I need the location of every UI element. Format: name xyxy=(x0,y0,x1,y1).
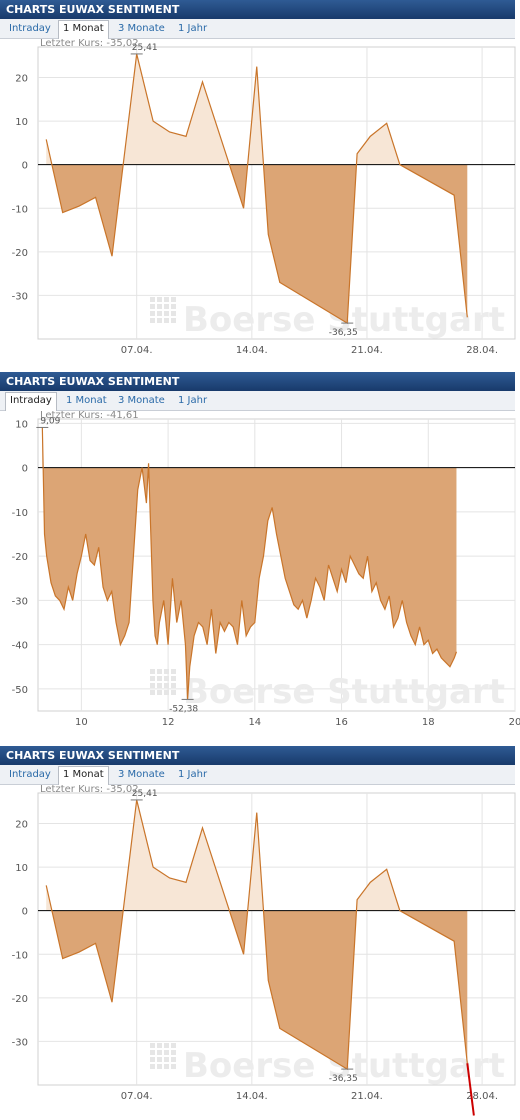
x-tick-label: 20 xyxy=(509,717,520,728)
min-label: -36,35 xyxy=(329,1074,358,1084)
series-line xyxy=(41,427,458,700)
min-label: -36,35 xyxy=(329,328,358,338)
sentiment-panel-1: CHARTS EUWAX SENTIMENT Intraday 1 Monat … xyxy=(0,0,520,372)
y-tick-label: -30 xyxy=(12,596,28,607)
area-negative xyxy=(148,467,457,700)
max-label: 25,41 xyxy=(132,789,158,799)
x-tick-label: 28.04. xyxy=(466,345,498,356)
panel-header: CHARTS EUWAX SENTIMENT xyxy=(0,746,515,765)
y-tick-label: 20 xyxy=(15,820,28,831)
y-tick-label: 20 xyxy=(15,74,28,85)
sentiment-panel-3: CHARTS EUWAX SENTIMENT Intraday 1 Monat … xyxy=(0,746,520,1120)
last-price-label: Letzter Kurs: -35,02 xyxy=(40,39,139,49)
tab-1-jahr[interactable]: 1 Jahr xyxy=(178,23,208,34)
series-line xyxy=(45,53,468,325)
y-tick-label: 10 xyxy=(15,863,28,874)
y-tick-label: -30 xyxy=(12,1037,28,1048)
chart-1: 20 10 0 -10 -20 -30 07.04. 14.04. 21.04. 28.04. Bo… xyxy=(0,39,520,372)
panel-header: CHARTS EUWAX SENTIMENT xyxy=(0,372,515,391)
y-tick-label: 10 xyxy=(15,117,28,128)
area-negative xyxy=(51,910,124,1003)
area-negative xyxy=(399,910,468,1064)
tab-intraday[interactable]: Intraday xyxy=(9,769,51,780)
y-tick-label: -10 xyxy=(12,508,28,519)
y-tick-label: -20 xyxy=(12,552,28,563)
tab-1-monat[interactable]: 1 Monat xyxy=(58,766,109,785)
y-tick-label: -20 xyxy=(12,248,28,259)
x-tick-label: 07.04. xyxy=(121,1091,153,1102)
min-label: -52,38 xyxy=(169,704,198,714)
tab-1-jahr[interactable]: 1 Jahr xyxy=(178,769,208,780)
area-positive xyxy=(247,66,264,165)
y-tick-label: -10 xyxy=(12,950,28,961)
y-tick-label: 0 xyxy=(22,907,28,918)
x-tick-label: 28.04. xyxy=(466,1091,498,1102)
tab-1-jahr[interactable]: 1 Jahr xyxy=(178,395,208,406)
tab-bar: Intraday 1 Monat 3 Monate 1 Jahr xyxy=(0,19,515,39)
area-negative xyxy=(263,910,357,1070)
max-label: 25,41 xyxy=(132,43,158,53)
area-negative xyxy=(43,467,143,645)
tab-3-monate[interactable]: 3 Monate xyxy=(118,769,165,780)
area-negative xyxy=(229,910,248,955)
area-positive xyxy=(46,139,52,165)
area-positive xyxy=(123,799,230,911)
area-negative xyxy=(263,164,357,324)
tab-bar: Intraday 1 Monat 3 Monate 1 Jahr xyxy=(0,391,515,411)
x-tick-label: 21.04. xyxy=(351,345,383,356)
x-tick-label: 14.04. xyxy=(236,345,268,356)
panel-header: CHARTS EUWAX SENTIMENT xyxy=(0,0,515,19)
x-tick-label: 14.04. xyxy=(236,1091,268,1102)
chart-2-svg: 10 0 -10 -20 -30 -40 -50 10 12 14 16 18 20 Boerse Stu… xyxy=(12,411,520,728)
overlay-red-line xyxy=(466,1063,475,1116)
x-tick-label: 14 xyxy=(248,717,261,728)
area-positive xyxy=(356,123,400,165)
watermark-logo: Boerse Stuttgart xyxy=(183,672,505,712)
sentiment-panel-2: CHARTS EUWAX SENTIMENT Intraday 1 Monat … xyxy=(0,372,520,746)
last-price-label: Letzter Kurs: -35,02 xyxy=(40,785,139,795)
tab-3-monate[interactable]: 3 Monate xyxy=(118,395,165,406)
area-positive xyxy=(123,53,230,165)
y-tick-label: -40 xyxy=(12,641,28,652)
y-tick-label: -30 xyxy=(12,291,28,302)
y-tick-label: -50 xyxy=(12,685,28,696)
tab-1-monat[interactable]: 1 Monat xyxy=(58,20,109,39)
x-tick-label: 10 xyxy=(75,717,88,728)
area-negative xyxy=(229,164,248,209)
y-tick-label: 0 xyxy=(22,464,28,475)
x-tick-label: 18 xyxy=(422,717,435,728)
y-tick-label: 10 xyxy=(15,419,28,430)
area-negative xyxy=(399,164,468,318)
watermark-grid-icon xyxy=(150,1043,176,1069)
last-price-label: Letzter Kurs: -41,61 xyxy=(40,411,139,421)
y-tick-label: -10 xyxy=(12,204,28,215)
series-line xyxy=(45,799,468,1071)
x-tick-label: 12 xyxy=(162,717,175,728)
watermark-grid-icon xyxy=(150,669,176,695)
tab-3-monate[interactable]: 3 Monate xyxy=(118,23,165,34)
area-positive xyxy=(356,869,400,911)
x-tick-label: 16 xyxy=(335,717,348,728)
tab-intraday[interactable]: Intraday xyxy=(5,392,57,411)
watermark-grid-icon xyxy=(150,297,176,323)
chart-3: 20 10 0 -10 -20 -30 07.04. 14.04. 21.04. 28.04. Bo… xyxy=(0,785,520,1120)
x-tick-label: 21.04. xyxy=(351,1091,383,1102)
max-label: 9,09 xyxy=(40,416,60,426)
tab-bar: Intraday 1 Monat 3 Monate 1 Jahr xyxy=(0,765,515,785)
y-tick-label: -20 xyxy=(12,994,28,1005)
tab-1-monat[interactable]: 1 Monat xyxy=(66,395,107,406)
area-positive xyxy=(247,812,264,911)
x-tick-label: 07.04. xyxy=(121,345,153,356)
y-tick-label: 0 xyxy=(22,161,28,172)
tab-intraday[interactable]: Intraday xyxy=(9,23,51,34)
chart-2: 10 0 -10 -20 -30 -40 -50 10 12 14 16 18 20 Boerse Stu… xyxy=(0,411,520,746)
area-negative xyxy=(51,164,124,257)
